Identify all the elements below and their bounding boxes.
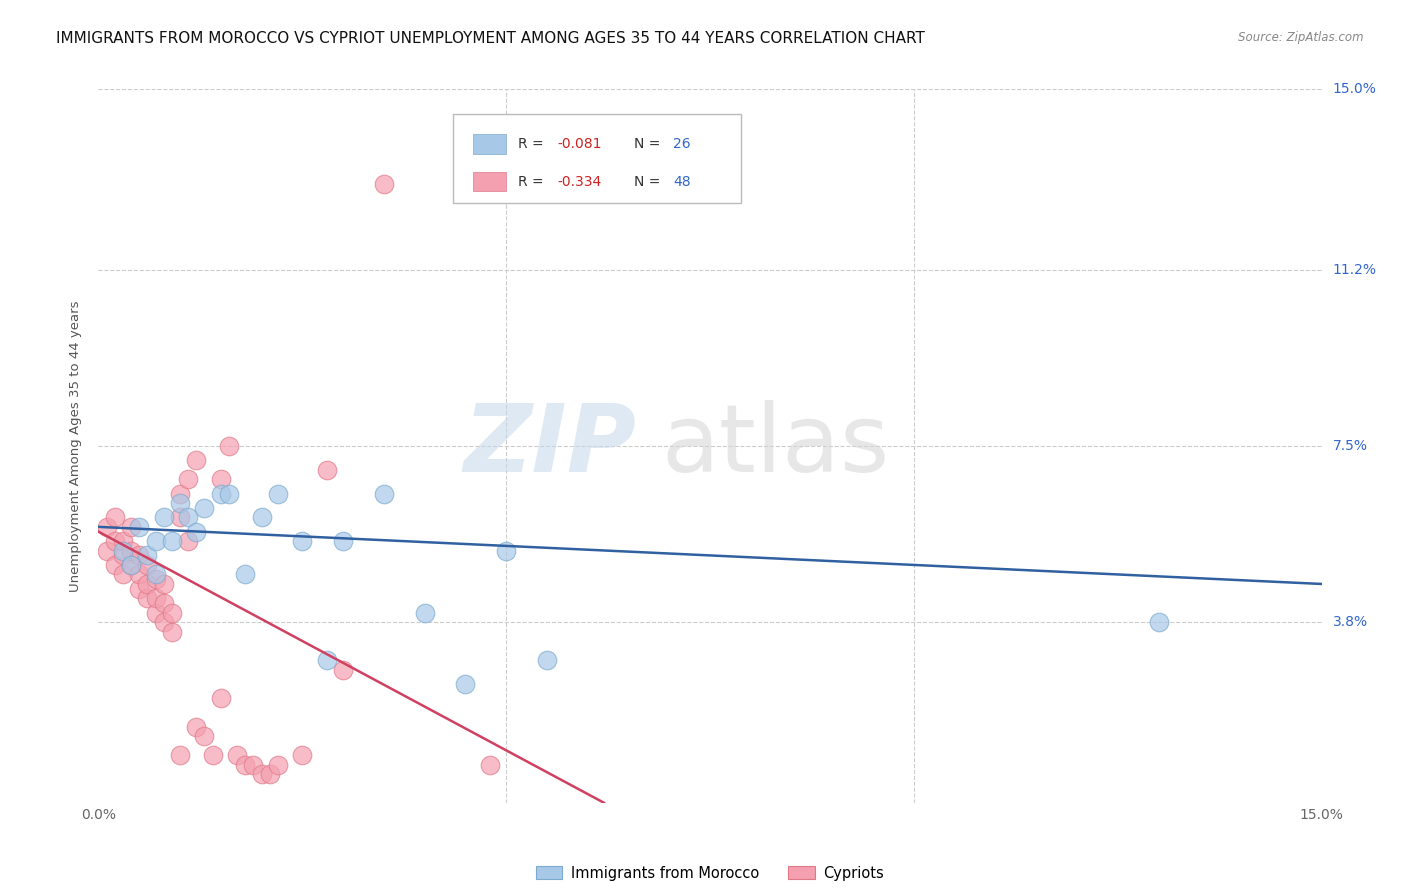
Point — [160, 624, 183, 639]
Point — [186, 453, 208, 467]
Point — [226, 748, 249, 763]
Point — [136, 591, 159, 606]
Point — [332, 534, 354, 549]
Point — [495, 543, 517, 558]
Point — [267, 757, 290, 772]
Point — [145, 606, 167, 620]
Text: 11.2%: 11.2% — [1333, 263, 1376, 277]
Point — [111, 567, 134, 582]
Point — [96, 543, 118, 558]
Text: IMMIGRANTS FROM MOROCCO VS CYPRIOT UNEMPLOYMENT AMONG AGES 35 TO 44 YEARS CORREL: IMMIGRANTS FROM MOROCCO VS CYPRIOT UNEMP… — [56, 31, 925, 46]
Point — [169, 510, 191, 524]
Point — [193, 729, 215, 743]
Text: 26: 26 — [673, 137, 690, 151]
Y-axis label: Unemployment Among Ages 35 to 44 years: Unemployment Among Ages 35 to 44 years — [69, 301, 83, 591]
Point — [152, 510, 174, 524]
Point — [145, 567, 167, 582]
Text: R =: R = — [517, 175, 548, 189]
Text: 7.5%: 7.5% — [1333, 439, 1368, 453]
Point — [177, 510, 200, 524]
Point — [160, 606, 183, 620]
Point — [128, 520, 150, 534]
Point — [104, 558, 127, 572]
Legend: Immigrants from Morocco, Cypriots: Immigrants from Morocco, Cypriots — [530, 860, 890, 887]
Point — [478, 757, 501, 772]
FancyBboxPatch shape — [472, 172, 506, 192]
Point — [169, 496, 191, 510]
Point — [218, 439, 240, 453]
Point — [193, 500, 215, 515]
Point — [1147, 615, 1170, 629]
Point — [120, 558, 142, 572]
Point — [104, 510, 127, 524]
Point — [332, 663, 354, 677]
FancyBboxPatch shape — [472, 135, 506, 153]
Point — [111, 543, 134, 558]
Point — [209, 472, 232, 486]
Point — [315, 653, 337, 667]
FancyBboxPatch shape — [453, 114, 741, 203]
Point — [145, 534, 167, 549]
Point — [160, 534, 183, 549]
Text: Source: ZipAtlas.com: Source: ZipAtlas.com — [1239, 31, 1364, 45]
Point — [233, 567, 256, 582]
Point — [120, 543, 142, 558]
Point — [315, 463, 337, 477]
Point — [291, 748, 314, 763]
Point — [136, 577, 159, 591]
Text: N =: N = — [634, 137, 665, 151]
Point — [111, 549, 134, 563]
Point — [169, 748, 191, 763]
Point — [218, 486, 240, 500]
Point — [120, 558, 142, 572]
Point — [177, 472, 200, 486]
Point — [413, 606, 436, 620]
Point — [209, 486, 232, 500]
Point — [152, 615, 174, 629]
Text: atlas: atlas — [661, 400, 890, 492]
Point — [145, 572, 167, 586]
Point — [177, 534, 200, 549]
Point — [291, 534, 314, 549]
Point — [169, 486, 191, 500]
Point — [186, 524, 208, 539]
Text: ZIP: ZIP — [464, 400, 637, 492]
Text: 15.0%: 15.0% — [1333, 82, 1376, 96]
Point — [145, 591, 167, 606]
Point — [152, 596, 174, 610]
Text: N =: N = — [634, 175, 665, 189]
Text: 3.8%: 3.8% — [1333, 615, 1368, 629]
Point — [136, 549, 159, 563]
Point — [267, 486, 290, 500]
Text: -0.334: -0.334 — [557, 175, 602, 189]
Point — [186, 720, 208, 734]
Point — [373, 178, 395, 192]
Point — [242, 757, 264, 772]
Point — [111, 534, 134, 549]
Text: 48: 48 — [673, 175, 690, 189]
Point — [96, 520, 118, 534]
Point — [250, 510, 273, 524]
Point — [152, 577, 174, 591]
Point — [250, 767, 273, 781]
Point — [536, 653, 558, 667]
Point — [128, 567, 150, 582]
Point — [128, 582, 150, 596]
Point — [373, 486, 395, 500]
Point — [454, 677, 477, 691]
Text: -0.081: -0.081 — [557, 137, 602, 151]
Point — [136, 558, 159, 572]
Point — [259, 767, 281, 781]
Point — [233, 757, 256, 772]
Text: R =: R = — [517, 137, 548, 151]
Point — [120, 520, 142, 534]
Point — [201, 748, 224, 763]
Point — [104, 534, 127, 549]
Point — [128, 549, 150, 563]
Point — [209, 691, 232, 706]
